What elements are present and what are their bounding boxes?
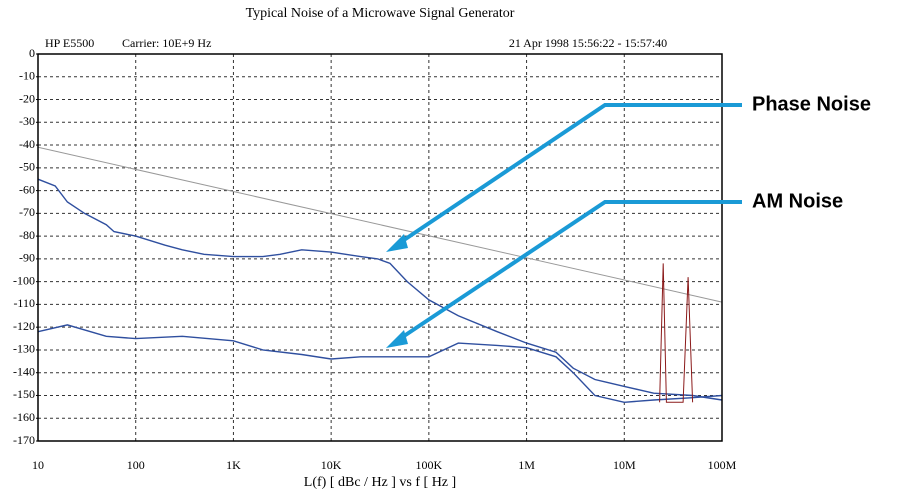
y-tick-label: -130 <box>13 342 35 356</box>
x-axis-label: L(f) [ dBc / Hz ] vs f [ Hz ] <box>304 475 456 490</box>
y-tick-label: -70 <box>19 205 35 219</box>
y-tick-label: -90 <box>19 251 35 265</box>
callout-line <box>396 200 742 342</box>
y-tick-label: -160 <box>13 410 35 424</box>
x-tick-label: 10 <box>32 458 44 472</box>
y-tick-label: -140 <box>13 364 35 378</box>
x-tick-label: 100 <box>127 458 145 472</box>
y-tick-label: -60 <box>19 182 35 196</box>
y-tick-label: -170 <box>13 433 35 447</box>
series-line <box>37 178 723 401</box>
callout-line <box>396 103 742 246</box>
arrowhead <box>386 330 408 348</box>
arrowhead <box>386 234 408 252</box>
y-tick-label: -50 <box>19 160 35 174</box>
y-tick-label: -80 <box>19 228 35 242</box>
timestamp: 21 Apr 1998 15:56:22 - 15:57:40 <box>509 36 667 50</box>
y-tick-label: -150 <box>13 387 35 401</box>
series-line <box>37 146 723 303</box>
instrument: HP E5500 <box>45 36 94 50</box>
y-tick-label: -20 <box>19 91 35 105</box>
x-tick-label: 10K <box>321 458 342 472</box>
series-line <box>37 324 723 404</box>
x-tick-label: 100M <box>708 458 737 472</box>
x-tick-label: 100K <box>416 458 443 472</box>
chart-title: Typical Noise of a Microwave Signal Gene… <box>246 6 515 21</box>
carrier: Carrier: 10E+9 Hz <box>122 36 211 50</box>
x-tick-label: 1M <box>518 458 535 472</box>
x-tick-label: 10M <box>613 458 636 472</box>
series-line <box>659 263 694 403</box>
y-tick-label: -30 <box>19 114 35 128</box>
callout-label: Phase Noise <box>752 93 871 115</box>
plot-frame <box>37 53 723 442</box>
y-tick-label: -110 <box>13 296 35 310</box>
callout-label: AM Noise <box>752 190 843 212</box>
y-tick-label: -10 <box>19 69 35 83</box>
y-tick-label: -100 <box>13 273 35 287</box>
callouts: Phase Noise AM Noise <box>386 93 871 348</box>
y-tick-label: 0 <box>29 46 35 60</box>
y-tick-label: -40 <box>19 137 35 151</box>
x-tick-label: 1K <box>226 458 241 472</box>
y-tick-label: -120 <box>13 319 35 333</box>
